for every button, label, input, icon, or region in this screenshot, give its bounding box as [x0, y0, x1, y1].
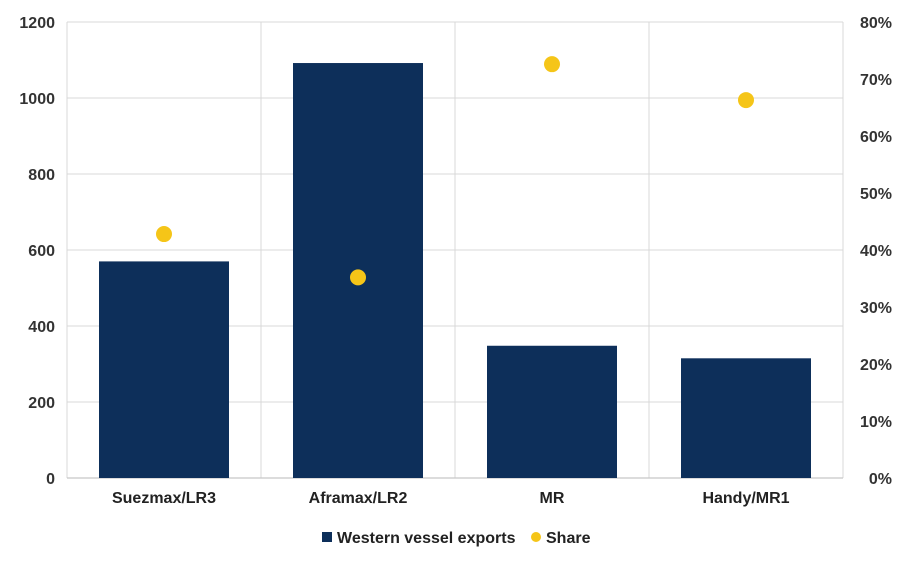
legend-swatch-western-vessel-exports [322, 532, 332, 542]
right-tick-label: 40% [860, 243, 892, 260]
right-tick-label: 70% [860, 72, 892, 89]
bar-suezmax-lr3 [99, 261, 229, 478]
legend-swatch-share [531, 532, 541, 542]
left-tick-label: 600 [28, 243, 55, 260]
legend-label-share: Share [546, 530, 591, 547]
share-point-handy-mr1 [738, 92, 754, 109]
category-label: MR [540, 490, 565, 507]
left-tick-label: 200 [28, 395, 55, 412]
right-axis-ticks: 0% 10% 20% 30% 40% 50% 60% 70% 80% [860, 15, 892, 488]
left-tick-label: 800 [28, 167, 55, 184]
right-tick-label: 60% [860, 129, 892, 146]
left-tick-label: 1000 [19, 91, 55, 108]
left-tick-label: 400 [28, 319, 55, 336]
legend: Western vessel exports Share [322, 530, 591, 547]
left-axis-ticks: 0 200 400 600 800 1000 1200 [19, 15, 55, 488]
right-tick-label: 20% [860, 357, 892, 374]
category-axis: Suezmax/LR3 Aframax/LR2 MR Handy/MR1 [112, 490, 790, 507]
right-tick-label: 50% [860, 186, 892, 203]
share-series [156, 56, 754, 286]
share-point-mr [544, 56, 560, 73]
left-tick-label: 1200 [19, 15, 55, 32]
share-point-aframax-lr2 [350, 269, 366, 286]
share-point-suezmax-lr3 [156, 226, 172, 243]
category-label: Suezmax/LR3 [112, 490, 216, 507]
bar-handy-mr1 [681, 358, 811, 478]
category-label: Aframax/LR2 [309, 490, 408, 507]
left-tick-label: 0 [46, 471, 55, 488]
legend-label-western-vessel-exports: Western vessel exports [337, 530, 516, 547]
right-tick-label: 0% [869, 471, 892, 488]
right-tick-label: 10% [860, 414, 892, 431]
right-tick-label: 30% [860, 300, 892, 317]
bar-mr [487, 345, 617, 478]
category-label: Handy/MR1 [702, 490, 789, 507]
right-tick-label: 80% [860, 15, 892, 32]
